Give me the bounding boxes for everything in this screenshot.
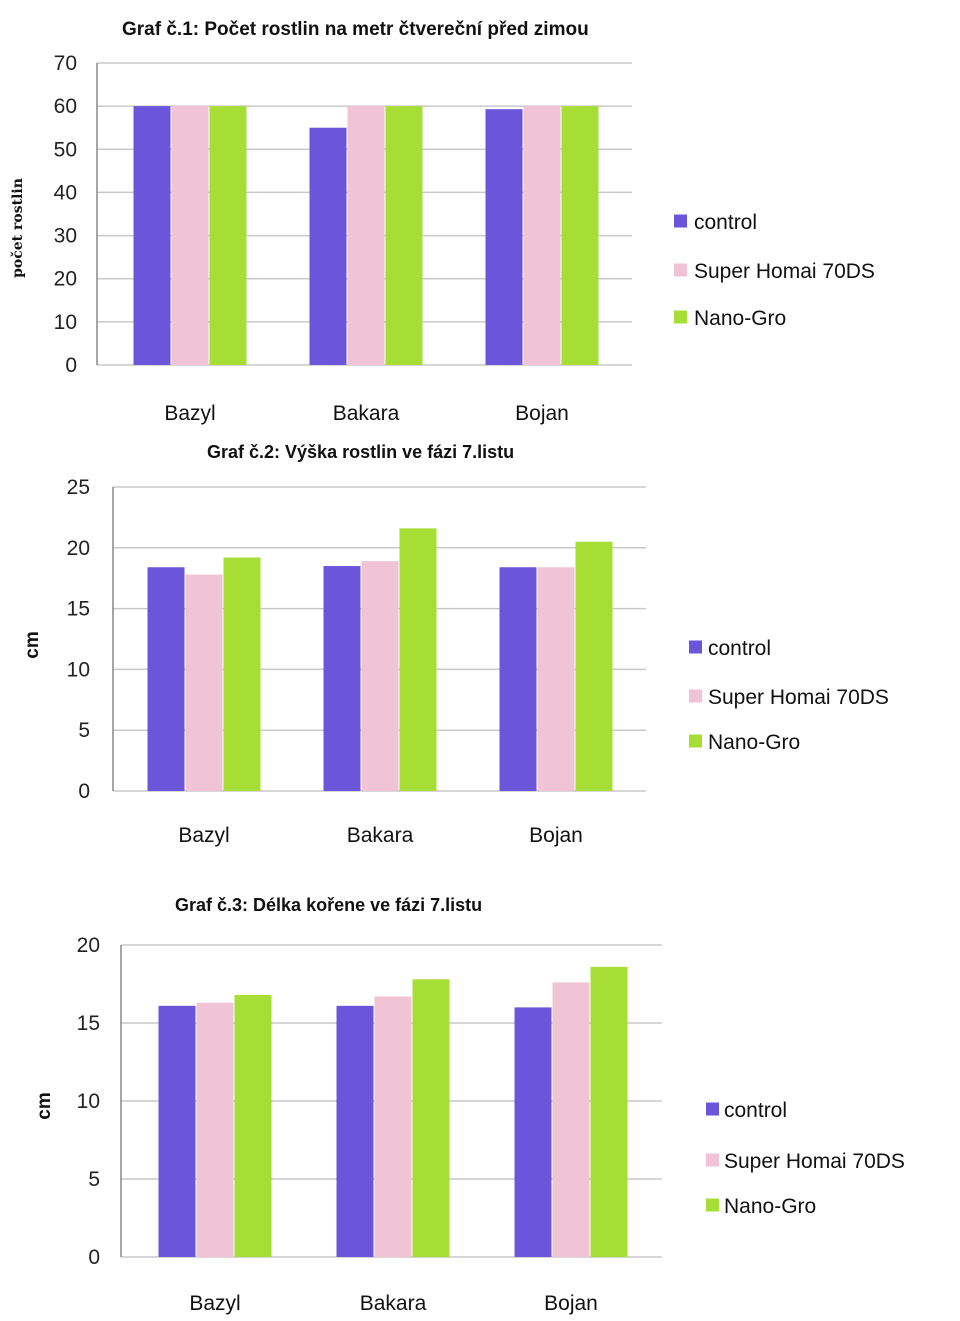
- bar-control-bakara: [309, 127, 347, 365]
- bar-control-bazyl: [147, 567, 185, 791]
- legend-label: Nano-Gro: [694, 307, 786, 330]
- bar-control-bakara: [336, 1005, 374, 1257]
- chart-panel-1: Graf č.1: Počet rostlin na metr čtverečn…: [0, 0, 960, 430]
- legend-swatch: [689, 640, 702, 654]
- bar-super-homai-70ds-bojan: [523, 106, 561, 366]
- bar-super-homai-70ds-bakara: [347, 106, 385, 366]
- bar-nano-gro-bojan: [575, 541, 613, 791]
- legend-swatch: [689, 734, 702, 748]
- category-label: Bakara: [333, 402, 400, 425]
- legend-label: Super Homai 70DS: [708, 686, 889, 709]
- legend-swatch: [674, 310, 687, 324]
- category-label: Bojan: [544, 1292, 598, 1315]
- y-tick-label: 10: [54, 311, 77, 334]
- legend-label: control: [708, 637, 771, 660]
- category-label: Bakara: [347, 824, 414, 847]
- bar-nano-gro-bazyl: [234, 994, 272, 1257]
- bar-super-homai-70ds-bazyl: [185, 574, 223, 791]
- bar-super-homai-70ds-bakara: [374, 996, 412, 1257]
- legend-label: Super Homai 70DS: [724, 1150, 905, 1173]
- bar-nano-gro-bojan: [561, 106, 599, 366]
- bar-super-homai-70ds-bakara: [361, 561, 399, 791]
- category-label: Bazyl: [164, 402, 215, 425]
- y-tick-label: 0: [65, 354, 77, 377]
- y-tick-label: 20: [77, 934, 100, 957]
- bar-control-bakara: [323, 566, 361, 791]
- y-tick-label: 20: [54, 268, 77, 291]
- chart-panel-2: Graf č.2: Výška rostlin ve fázi 7.listu 0…: [0, 430, 960, 875]
- y-tick-label: 70: [54, 52, 77, 75]
- legend-label: Nano-Gro: [724, 1195, 816, 1218]
- y-axis-label: cm: [34, 1092, 55, 1119]
- bar-nano-gro-bakara: [399, 528, 437, 791]
- legend-swatch: [706, 1102, 719, 1116]
- category-label: Bojan: [529, 824, 583, 847]
- legend-label: control: [724, 1099, 787, 1122]
- bar-super-homai-70ds-bazyl: [171, 106, 209, 366]
- chart-3-svg: Graf č.3: Délka kořene ve fázi 7.listu 0 5…: [34, 895, 905, 1315]
- bar-super-homai-70ds-bojan: [552, 982, 590, 1257]
- y-tick-label: 40: [54, 181, 77, 204]
- bar-nano-gro-bazyl: [223, 557, 261, 791]
- bar-super-homai-70ds-bojan: [537, 567, 575, 791]
- y-tick-label: 0: [88, 1246, 100, 1269]
- legend-label: Nano-Gro: [708, 731, 800, 754]
- legend-swatch: [674, 214, 687, 228]
- chart-2-svg: Graf č.2: Výška rostlin ve fázi 7.listu 0…: [22, 442, 889, 847]
- legend-swatch: [706, 1198, 719, 1212]
- y-tick-label: 10: [67, 658, 90, 681]
- legend-label: control: [694, 211, 757, 234]
- bar-control-bojan: [514, 1007, 552, 1257]
- y-tick-label: 25: [67, 476, 90, 499]
- y-tick-label: 10: [77, 1090, 100, 1113]
- bar-control-bazyl: [158, 1005, 196, 1257]
- bar-control-bazyl: [133, 106, 171, 366]
- y-tick-label: 30: [54, 225, 77, 248]
- bar-nano-gro-bazyl: [209, 106, 247, 366]
- legend-swatch: [674, 263, 687, 277]
- category-label: Bazyl: [189, 1292, 240, 1315]
- y-axis-label: cm: [22, 631, 43, 658]
- chart-title: Graf č.1: Počet rostlin na metr čtverečn…: [122, 19, 589, 40]
- bar-super-homai-70ds-bazyl: [196, 1002, 234, 1257]
- chart-panel-3: Graf č.3: Délka kořene ve fázi 7.listu 0 5…: [0, 875, 960, 1321]
- bar-nano-gro-bakara: [412, 979, 450, 1257]
- chart-1-svg: Graf č.1: Počet rostlin na metr čtverečn…: [10, 19, 875, 425]
- y-tick-label: 20: [67, 537, 90, 560]
- y-tick-label: 60: [54, 95, 77, 118]
- category-label: Bojan: [515, 402, 569, 425]
- bar-nano-gro-bakara: [385, 106, 423, 366]
- y-tick-label: 5: [78, 719, 90, 742]
- chart-title: Graf č.3: Délka kořene ve fázi 7.listu: [175, 895, 482, 915]
- y-tick-label: 5: [88, 1168, 100, 1191]
- y-tick-label: 15: [77, 1012, 100, 1035]
- y-tick-label: 0: [78, 780, 90, 803]
- y-tick-label: 15: [67, 598, 90, 621]
- chart-title: Graf č.2: Výška rostlin ve fázi 7.listu: [207, 442, 514, 462]
- y-tick-label: 50: [54, 138, 77, 161]
- category-label: Bazyl: [178, 824, 229, 847]
- bar-control-bojan: [485, 109, 523, 365]
- bar-control-bojan: [499, 567, 537, 791]
- y-axis-label: počet rostlin: [10, 178, 26, 278]
- bar-nano-gro-bojan: [590, 966, 628, 1257]
- legend-label: Super Homai 70DS: [694, 260, 875, 283]
- category-label: Bakara: [360, 1292, 427, 1315]
- legend-swatch: [706, 1153, 719, 1167]
- legend-swatch: [689, 689, 702, 703]
